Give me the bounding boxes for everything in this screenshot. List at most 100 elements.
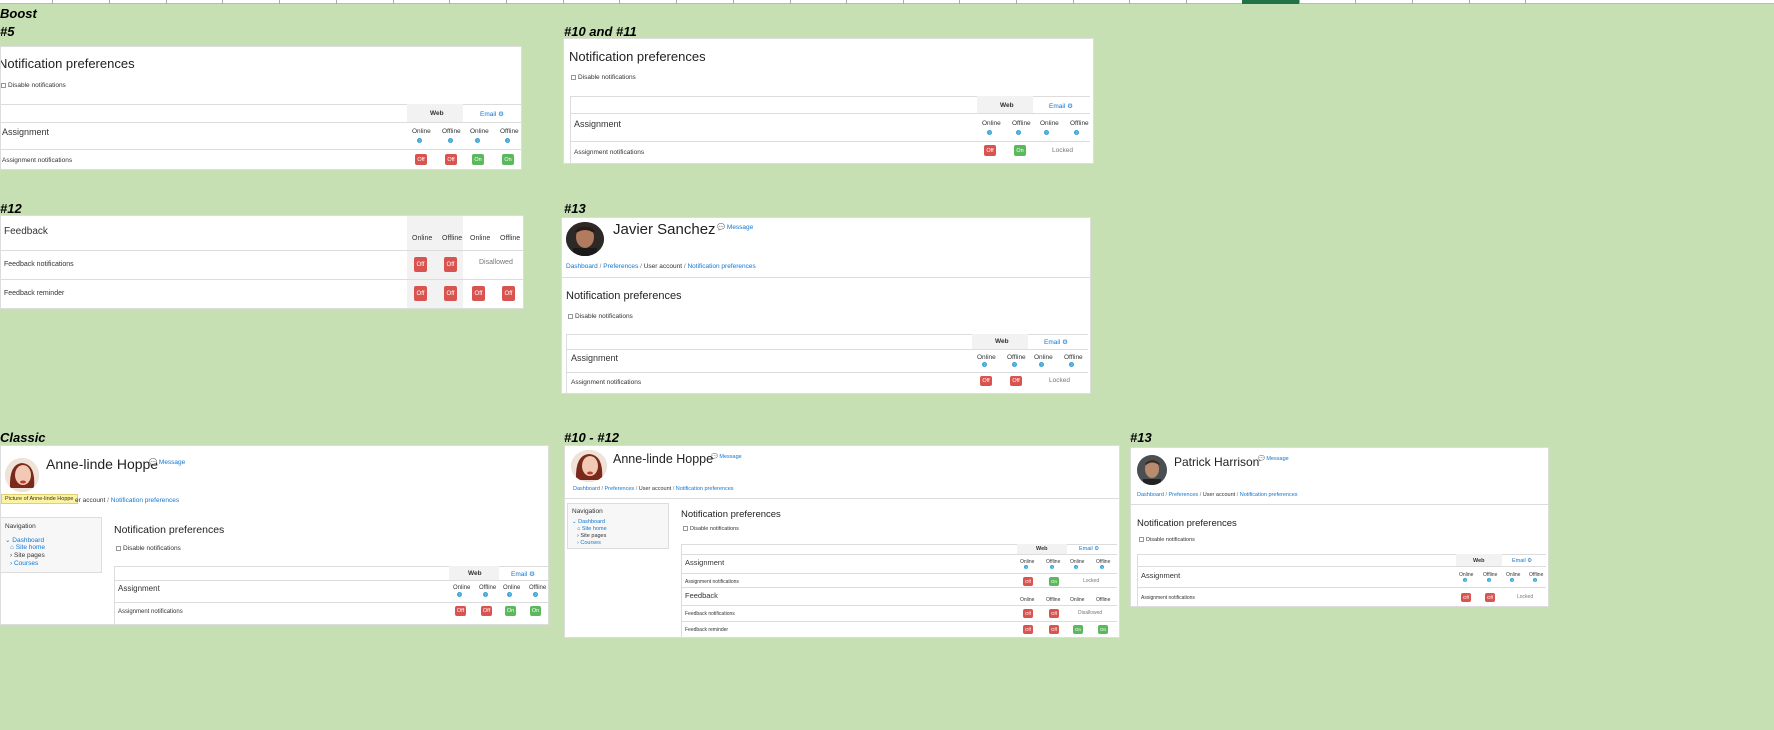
breadcrumb-preferences[interactable]: Preferences [1168,492,1199,498]
help-icon[interactable]: ? [448,138,453,143]
col-offline: Offline [500,128,519,135]
toggle-off[interactable]: Off [481,606,492,616]
home-icon: ⌂ [577,526,581,532]
toggle-off[interactable]: Off [414,257,427,272]
feedback-reminder-label: Feedback reminder [685,627,729,633]
help-icon[interactable]: ? [1074,130,1079,135]
toggle-off[interactable]: Off [472,286,485,301]
help-icon[interactable]: ? [1012,362,1017,367]
toggle-on[interactable]: On [1098,625,1108,634]
disable-notifications-checkbox[interactable]: Disable notifications [571,74,636,81]
avatar[interactable] [566,222,604,256]
toggle-on[interactable]: On [502,154,514,165]
nav-site-pages[interactable]: › Site pages [577,533,606,539]
help-icon[interactable]: ? [1463,578,1467,583]
help-icon[interactable]: ? [982,362,987,367]
toggle-off[interactable]: Off [444,286,457,301]
toggle-off[interactable]: Off [1485,593,1495,602]
toggle-off[interactable]: Off [444,257,457,272]
toggle-on[interactable]: On [505,606,516,616]
toggle-off[interactable]: Off [1049,625,1059,634]
help-icon[interactable]: ? [1510,578,1514,583]
nav-dashboard[interactable]: ⌄ Dashboard [5,536,44,544]
disallowed-label: Disallowed [1078,610,1103,616]
message-icon: 💬 [149,459,158,466]
col-online: Online [1459,572,1474,578]
help-icon[interactable]: ? [987,130,992,135]
breadcrumb-notification-preferences[interactable]: Notification preferences [675,486,734,492]
toggle-on[interactable]: On [1073,625,1083,634]
email-header[interactable]: Email ⚙ [480,110,504,118]
disable-notifications-checkbox[interactable]: Disable notifications [116,545,181,552]
nav-dashboard[interactable]: ⌄ Dashboard [572,519,605,525]
help-icon[interactable]: ? [457,592,462,597]
message-button[interactable]: 💬 Message [711,454,742,460]
email-header[interactable]: Email ⚙ [1044,338,1068,346]
toggle-off[interactable]: Off [1010,376,1022,386]
disable-notifications-checkbox[interactable]: Disable notifications [568,313,633,320]
help-icon[interactable]: ? [533,592,538,597]
help-icon[interactable]: ? [1050,565,1054,570]
disable-notifications-checkbox[interactable]: Disable notifications [1,82,66,89]
breadcrumb-preferences[interactable]: Preferences [604,486,635,492]
email-header[interactable]: Email ⚙ [511,570,535,578]
toggle-off[interactable]: Off [1023,625,1033,634]
toggle-off[interactable]: Off [445,154,457,165]
message-button[interactable]: 💬 Message [149,458,185,466]
help-icon[interactable]: ? [1016,130,1021,135]
toggle-on[interactable]: On [1014,145,1026,156]
toggle-off[interactable]: Off [414,286,427,301]
email-header[interactable]: Email ⚙ [1079,546,1099,552]
toggle-off[interactable]: Off [1023,577,1033,586]
toggle-off[interactable]: Off [1049,609,1059,618]
avatar[interactable] [571,450,607,482]
message-button[interactable]: 💬 Message [1258,456,1289,462]
help-icon[interactable]: ? [1069,362,1074,367]
nav-courses[interactable]: › Courses [577,540,601,546]
toggle-on[interactable]: On [472,154,484,165]
nav-site-home[interactable]: ⌂ Site home [577,526,607,532]
help-icon[interactable]: ? [1024,565,1028,570]
breadcrumb-notification-preferences[interactable]: Notification preferences [1239,492,1298,498]
toggle-off[interactable]: Off [455,606,466,616]
toggle-off[interactable]: Off [984,145,996,156]
email-header[interactable]: Email ⚙ [1049,102,1073,110]
toggle-off[interactable]: Off [980,376,992,386]
help-icon[interactable]: ? [1487,578,1491,583]
breadcrumb-dashboard[interactable]: Dashboard [573,486,600,492]
help-icon[interactable]: ? [417,138,422,143]
nav-site-pages[interactable]: › Site pages [10,552,45,559]
help-icon[interactable]: ? [507,592,512,597]
help-icon[interactable]: ? [505,138,510,143]
breadcrumb-notification-preferences[interactable]: Notification preferences [687,263,756,270]
assignment-heading: Assignment [118,584,160,593]
breadcrumb-dashboard[interactable]: Dashboard [1137,492,1164,498]
nav-site-home[interactable]: ⌂ Site home [10,544,45,551]
breadcrumb-notification-preferences[interactable]: Notification preferences [110,497,180,504]
breadcrumb-preferences[interactable]: Preferences [603,263,639,270]
help-icon[interactable]: ? [1039,362,1044,367]
help-icon[interactable]: ? [475,138,480,143]
nav-courses[interactable]: › Courses [10,560,38,567]
disable-notifications-checkbox[interactable]: Disable notifications [683,526,739,532]
toggle-off[interactable]: Off [415,154,427,165]
help-icon[interactable]: ? [1074,565,1078,570]
help-icon[interactable]: ? [483,592,488,597]
disable-notifications-checkbox[interactable]: Disable notifications [1139,537,1195,543]
panel-classic: Anne-linde Hoppe 💬 Message Picture of An… [0,445,549,625]
user-fullname: Anne-linde Hoppe [46,456,159,472]
section-label-classic: Classic [0,430,46,445]
toggle-off[interactable]: Off [502,286,515,301]
help-icon[interactable]: ? [1044,130,1049,135]
email-header[interactable]: Email ⚙ [1512,558,1532,564]
toggle-off[interactable]: Off [1461,593,1471,602]
avatar[interactable] [1137,455,1167,485]
help-icon[interactable]: ? [1100,565,1104,570]
toggle-on[interactable]: On [1049,577,1059,586]
toggle-on[interactable]: On [530,606,541,616]
help-icon[interactable]: ? [1533,578,1537,583]
avatar[interactable] [5,458,39,492]
message-button[interactable]: 💬 Message [717,223,753,231]
breadcrumb-dashboard[interactable]: Dashboard [566,263,598,270]
toggle-off[interactable]: Off [1023,609,1033,618]
